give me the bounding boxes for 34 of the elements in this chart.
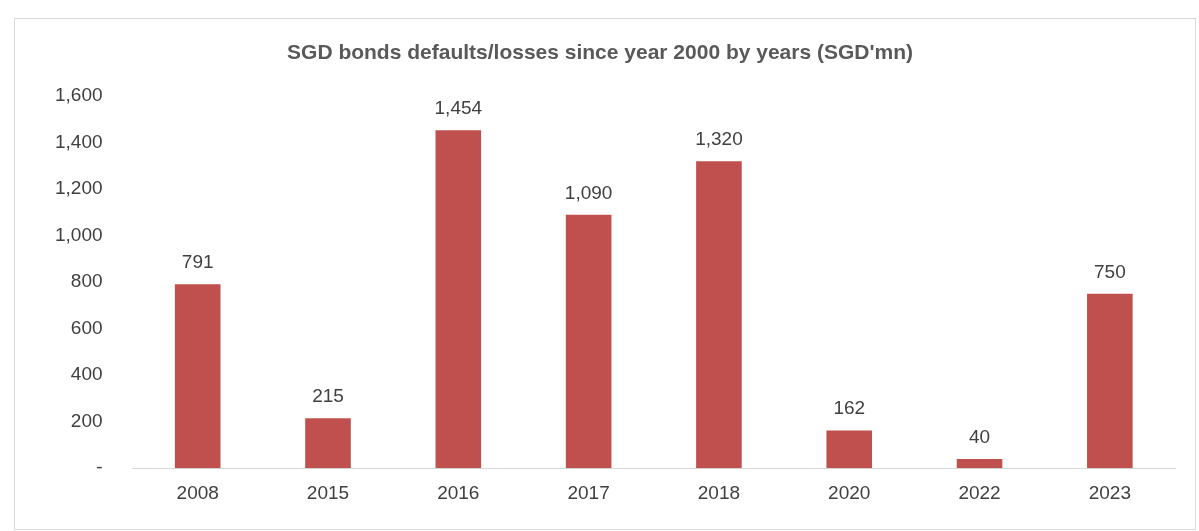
- bar: [1087, 293, 1133, 469]
- y-tick-label: 200: [70, 409, 103, 431]
- bar: [305, 418, 351, 469]
- data-label: 162: [833, 397, 866, 419]
- x-tick-label: 2008: [176, 481, 219, 503]
- bar: [174, 284, 221, 469]
- bar: [826, 430, 873, 469]
- x-tick-label: 2022: [958, 481, 1001, 503]
- data-label: 750: [1094, 260, 1126, 282]
- x-tick-label: 2017: [567, 481, 610, 503]
- bar: [565, 214, 612, 469]
- data-label: 1,320: [695, 128, 743, 150]
- y-tick-label: 1,000: [55, 223, 103, 245]
- bar: [956, 458, 1003, 469]
- x-tick-label: 2020: [828, 481, 871, 503]
- data-label: 215: [312, 384, 344, 406]
- chart-title: SGD bonds defaults/losses since year 2000 by years (SGD'mn): [287, 40, 913, 64]
- y-tick-label: 1,600: [55, 84, 103, 106]
- y-tick-label: 400: [70, 363, 103, 385]
- x-tick-label: 2023: [1088, 481, 1131, 503]
- y-tick-label: 800: [70, 270, 103, 292]
- x-tick-label: 2016: [437, 481, 480, 503]
- y-tick-label: 600: [70, 316, 103, 338]
- data-label: 1,454: [434, 96, 483, 118]
- x-tick-label: 2018: [697, 481, 741, 503]
- y-tick-label: 1,400: [55, 130, 103, 152]
- x-tick-label: 2015: [306, 481, 350, 503]
- bar: [696, 161, 742, 469]
- data-label: 1,090: [564, 181, 613, 203]
- data-label: 791: [181, 251, 214, 273]
- y-tick-label: 1,200: [55, 177, 103, 199]
- y-tick-label: -: [96, 456, 103, 478]
- data-label: 40: [968, 425, 991, 447]
- bar: [435, 130, 482, 469]
